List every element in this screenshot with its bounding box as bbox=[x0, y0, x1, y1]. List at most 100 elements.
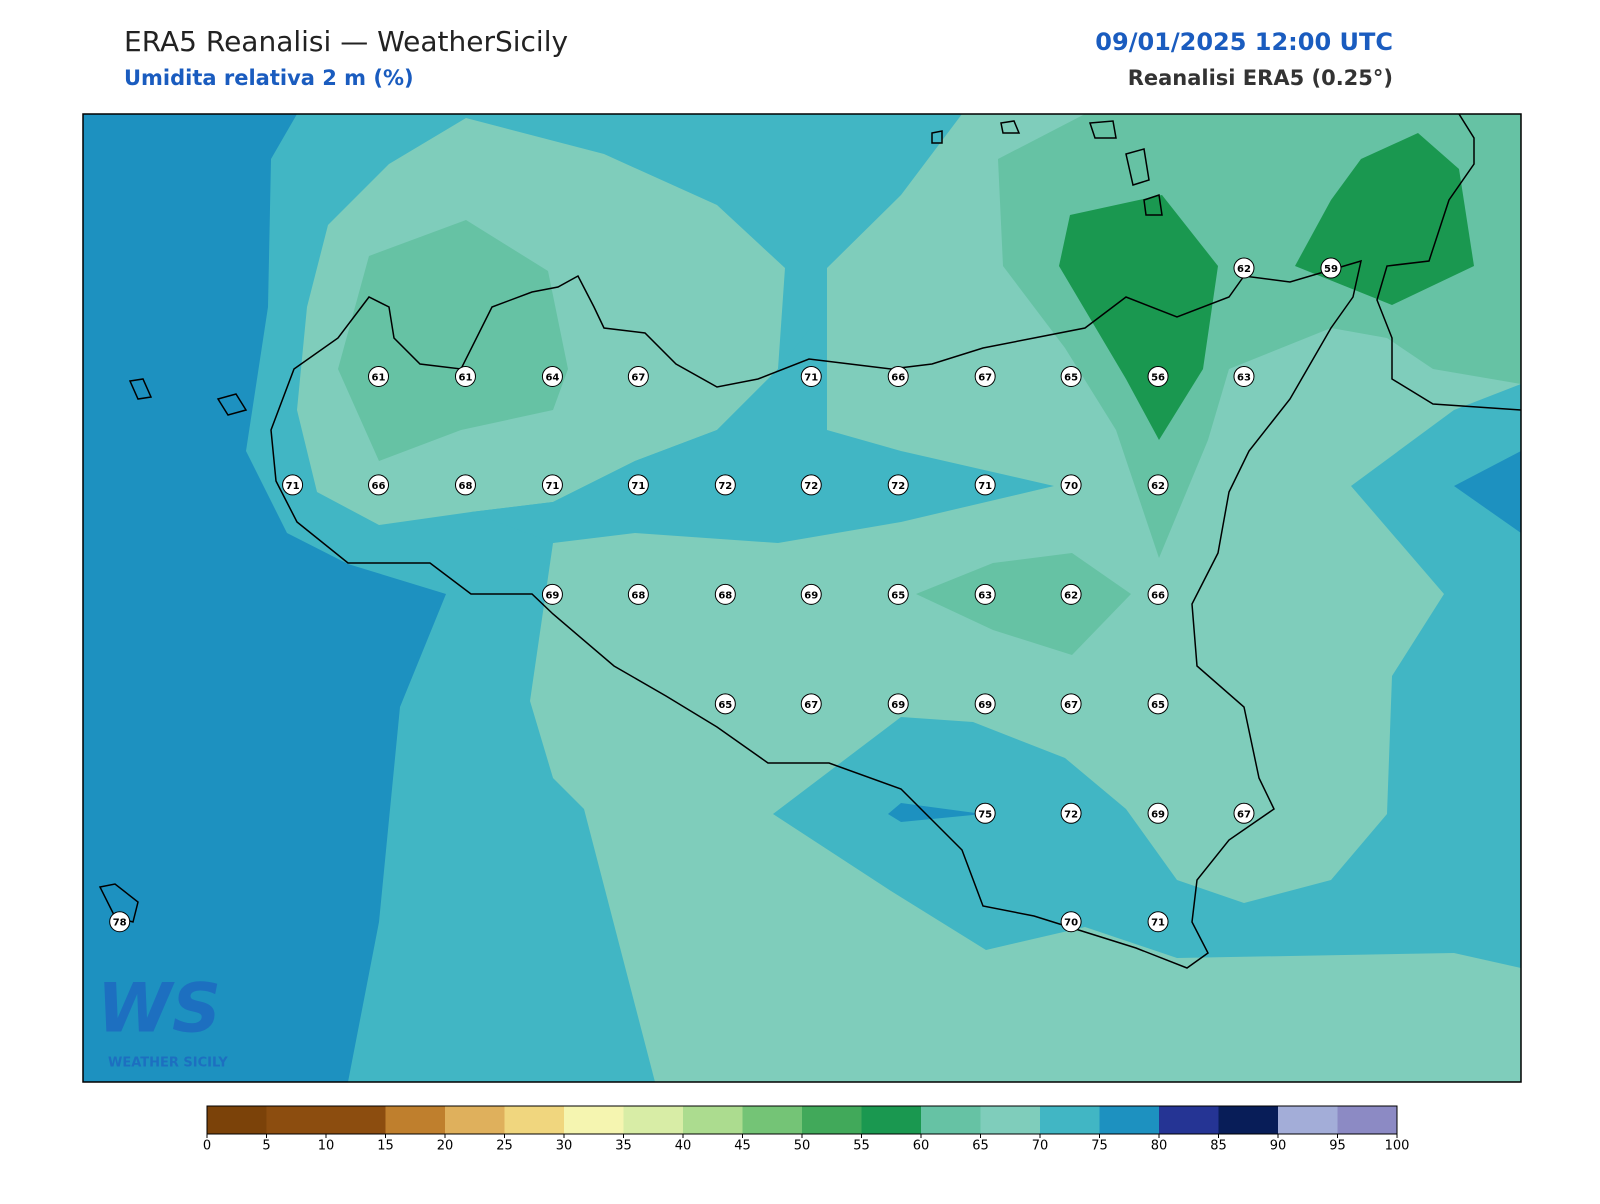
point-marker bbox=[887, 365, 909, 387]
subtitle: Umidita relativa 2 m (%) bbox=[124, 66, 414, 90]
colorbar-bin bbox=[385, 1106, 445, 1134]
point-marker bbox=[1060, 583, 1082, 605]
point-value: 67 bbox=[804, 700, 818, 711]
point-marker bbox=[887, 693, 909, 715]
colorbar-bin bbox=[1040, 1106, 1100, 1134]
contour-band bbox=[888, 803, 983, 822]
logo-text: WEATHER SICILY bbox=[108, 1056, 228, 1071]
colorbar-tick-label: 60 bbox=[913, 1139, 930, 1154]
island bbox=[1000, 120, 1021, 134]
point-marker bbox=[1060, 474, 1082, 496]
island bbox=[931, 130, 943, 144]
point-value: 70 bbox=[1064, 481, 1078, 492]
point-value: 65 bbox=[718, 700, 732, 711]
point-marker bbox=[714, 474, 736, 496]
point-marker bbox=[541, 474, 563, 496]
colorbar-tick-label: 45 bbox=[734, 1139, 751, 1154]
point-marker bbox=[627, 365, 649, 387]
coastline bbox=[98, 114, 1521, 969]
point-value: 67 bbox=[1064, 700, 1078, 711]
title: ERA5 Reanalisi — WeatherSicily bbox=[124, 25, 568, 58]
point-marker bbox=[887, 583, 909, 605]
point-marker bbox=[541, 365, 563, 387]
point-value: 66 bbox=[1151, 590, 1165, 601]
contour-band bbox=[773, 384, 1521, 968]
point-value: 78 bbox=[113, 918, 127, 929]
point-marker bbox=[974, 693, 996, 715]
colorbar-bin bbox=[861, 1106, 921, 1134]
point-marker bbox=[800, 474, 822, 496]
point-value: 67 bbox=[631, 372, 645, 383]
colorbar-bin bbox=[504, 1106, 564, 1134]
colorbar-bin bbox=[683, 1106, 743, 1134]
point-value: 67 bbox=[1237, 809, 1251, 820]
point-marker bbox=[1233, 802, 1255, 824]
contour-band bbox=[1295, 133, 1474, 305]
colorbar-tick-label: 65 bbox=[972, 1139, 989, 1154]
point-marker bbox=[1147, 474, 1169, 496]
point-value: 61 bbox=[372, 372, 386, 383]
colorbar-tick-label: 85 bbox=[1210, 1139, 1227, 1154]
point-value: 72 bbox=[804, 481, 818, 492]
colorbar-tick-label: 30 bbox=[556, 1139, 573, 1154]
point-marker bbox=[282, 474, 304, 496]
contour-band bbox=[1454, 451, 1521, 533]
point-value: 66 bbox=[372, 481, 386, 492]
point-value: 68 bbox=[718, 590, 732, 601]
island bbox=[1125, 148, 1150, 186]
colorbar-bin bbox=[266, 1106, 326, 1134]
colorbar-tick-label: 75 bbox=[1091, 1139, 1108, 1154]
contour-band bbox=[1059, 195, 1218, 440]
point-value: 62 bbox=[1151, 481, 1165, 492]
point-value: 59 bbox=[1324, 264, 1338, 275]
point-marker bbox=[887, 474, 909, 496]
point-marker bbox=[1060, 693, 1082, 715]
colorbar-tick-label: 50 bbox=[794, 1139, 811, 1154]
map-frame bbox=[82, 113, 1522, 1083]
island bbox=[128, 378, 153, 400]
colorbar-bin bbox=[742, 1106, 802, 1134]
humidity-field bbox=[83, 114, 1521, 1082]
calabria-coast bbox=[1376, 114, 1521, 411]
colorbar-tick-label: 40 bbox=[675, 1139, 692, 1154]
point-value: 72 bbox=[1064, 809, 1078, 820]
point-value: 61 bbox=[459, 372, 473, 383]
point-marker bbox=[974, 474, 996, 496]
colorbar-bin bbox=[921, 1106, 981, 1134]
point-value: 71 bbox=[978, 481, 992, 492]
point-value: 69 bbox=[804, 590, 818, 601]
point-value: 69 bbox=[978, 700, 992, 711]
point-marker bbox=[974, 583, 996, 605]
point-value: 69 bbox=[891, 700, 905, 711]
point-marker bbox=[1147, 911, 1169, 933]
point-marker bbox=[454, 474, 476, 496]
point-value: 71 bbox=[1151, 918, 1165, 929]
point-marker bbox=[541, 583, 563, 605]
colorbar-tick-label: 100 bbox=[1385, 1139, 1410, 1154]
point-value: 68 bbox=[459, 481, 473, 492]
point-value: 70 bbox=[1064, 918, 1078, 929]
point-value: 65 bbox=[891, 590, 905, 601]
point-value: 64 bbox=[545, 372, 559, 383]
point-value: 71 bbox=[804, 372, 818, 383]
colorbar: 0 5 10 15 20 25 30 35 40 45 50 55 60 65 70 75 80 85 90 95 10… bbox=[203, 1105, 1410, 1154]
colorbar-tick-label: 55 bbox=[853, 1139, 870, 1154]
colorbar-bin bbox=[1218, 1106, 1278, 1134]
colorbar-bin bbox=[1278, 1106, 1338, 1134]
colorbar-tick-label: 25 bbox=[496, 1139, 513, 1154]
point-marker bbox=[714, 693, 736, 715]
sicily-coast bbox=[270, 259, 1363, 969]
point-marker bbox=[627, 474, 649, 496]
colorbar-tick-label: 95 bbox=[1329, 1139, 1346, 1154]
point-marker bbox=[454, 365, 476, 387]
colorbar-bin bbox=[445, 1106, 505, 1134]
point-value: 72 bbox=[718, 481, 732, 492]
colorbar-bin bbox=[802, 1106, 862, 1134]
logo: WS WEATHER SICILY bbox=[97, 970, 228, 1071]
point-marker bbox=[714, 583, 736, 605]
point-marker bbox=[800, 693, 822, 715]
point-value: 71 bbox=[286, 481, 300, 492]
point-value: 69 bbox=[545, 590, 559, 601]
